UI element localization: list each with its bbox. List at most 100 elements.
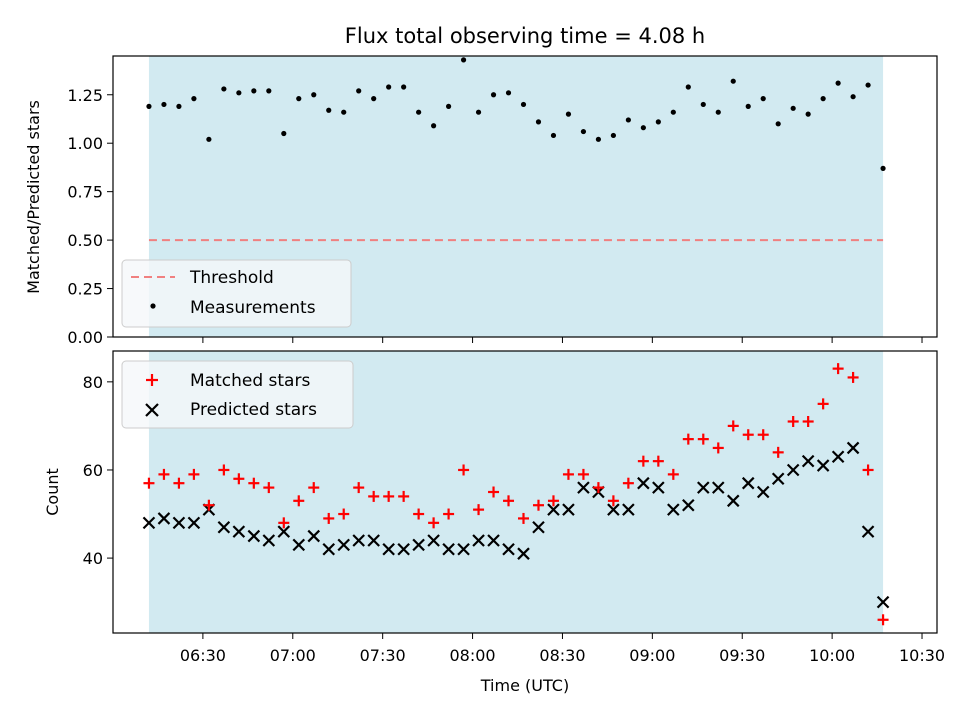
matched-point: [847, 371, 859, 383]
predicted-point: [397, 543, 410, 556]
measurement-point: [326, 107, 332, 113]
chart-title: Flux total observing time = 4.08 h: [345, 24, 705, 48]
matched-point: [518, 512, 530, 524]
predicted-point: [427, 534, 440, 547]
measurement-point: [655, 119, 661, 125]
x-tick-label: 08:30: [539, 646, 585, 665]
matched-point: [293, 495, 305, 507]
measurement-point: [610, 132, 616, 139]
measurement-points: [146, 57, 886, 171]
measurement-point: [475, 109, 482, 115]
predicted-point: [861, 525, 875, 538]
measurement-point: [625, 117, 631, 123]
measurement-point: [341, 109, 347, 115]
matched-point: [323, 512, 335, 524]
measurement-point: [715, 109, 721, 115]
matched-point: [622, 477, 634, 489]
y-tick-label: 60: [83, 461, 103, 480]
matched-point: [787, 416, 799, 427]
measurement-point: [371, 96, 377, 102]
matched-point: [248, 477, 260, 489]
measurement-point: [281, 130, 287, 137]
matched-point: [742, 429, 754, 441]
matched-point: [862, 464, 874, 476]
predicted-point: [472, 534, 485, 547]
matched-point: [817, 398, 829, 410]
ratio-panel-frame: [112, 55, 938, 338]
predicted-point: [487, 534, 500, 547]
measurement-point: [460, 57, 467, 63]
measurement-point: [790, 105, 796, 111]
matched-point: [592, 482, 604, 494]
count-panel: 40 60 80 06:30 07:00 07:30 08:00 08:30 09:00 09:…: [43, 350, 945, 695]
x-tick-label: 10:00: [809, 646, 855, 665]
predicted-point: [322, 543, 336, 556]
measurement-point: [161, 101, 167, 108]
matched-point: [682, 433, 694, 445]
y-tick-label: 1.25: [67, 86, 103, 105]
measurement-point: [176, 103, 182, 109]
legend-measurement-swatch: [150, 303, 156, 309]
predicted-point: [157, 512, 171, 525]
measurement-point: [206, 136, 212, 142]
predicted-point: [786, 463, 800, 477]
matched-point: [233, 473, 245, 485]
count-y-label: Count: [43, 468, 62, 516]
matched-point: [503, 495, 515, 507]
matched-point: [652, 455, 664, 467]
measurement-point: [490, 92, 497, 98]
matched-point: [607, 495, 619, 507]
matched-point: [443, 508, 455, 520]
predicted-point: [307, 529, 321, 543]
x-tick-label: 09:30: [719, 646, 765, 665]
measurement-point: [865, 82, 871, 88]
matched-point: [637, 455, 649, 467]
matched-point: [772, 446, 784, 458]
measurement-point: [730, 78, 736, 84]
matched-point: [712, 442, 724, 454]
x-tick-label: 10:30: [899, 646, 945, 665]
count-x-ticks: 06:30 07:00 07:30 08:00 08:30 09:00 09:30 10:00…: [180, 633, 945, 665]
predicted-point: [142, 516, 156, 530]
x-tick-label: 07:30: [360, 646, 406, 665]
measurement-point: [745, 103, 751, 109]
matched-point: [532, 499, 544, 511]
x-tick-label: 07:00: [270, 646, 316, 665]
y-tick-label: 0.00: [67, 328, 103, 347]
predicted-point: [697, 481, 710, 494]
measurement-point: [431, 123, 437, 129]
measurement-point: [311, 92, 317, 98]
predicted-point: [607, 503, 620, 516]
matched-point: [832, 363, 844, 375]
x-tick-label: 08:00: [450, 646, 496, 665]
measurement-point: [685, 84, 691, 90]
count-legend: Matched stars Predicted stars: [121, 360, 354, 429]
predicted-point: [172, 516, 186, 530]
ratio-panel: 0.00 0.25 0.50 0.75 1.00 1.25 Matched/Predict…: [24, 55, 938, 347]
predicted-point: [547, 503, 560, 516]
predicted-point: [232, 525, 246, 538]
measurement-point: [760, 96, 766, 102]
legend-matched-label: Matched stars: [190, 371, 310, 391]
measurement-point: [401, 84, 407, 90]
matched-point: [428, 517, 440, 529]
ratio-legend-box: [121, 259, 352, 328]
matched-point: [727, 420, 739, 432]
predicted-point: [741, 476, 755, 490]
matched-point: [173, 477, 185, 489]
legend-measurement-label: Measurements: [190, 298, 316, 318]
matched-point: [562, 468, 574, 480]
predicted-point: [217, 520, 231, 534]
predicted-point: [652, 481, 665, 494]
matched-point: [577, 468, 589, 480]
measurement-point: [416, 109, 422, 115]
legend-predicted-swatch: [145, 403, 159, 417]
ratio-x-ticks: [202, 337, 923, 343]
predicted-point: [532, 520, 545, 534]
matched-point: [188, 468, 200, 480]
measurement-point: [505, 90, 512, 96]
measurement-point: [296, 96, 302, 102]
matched-point: [697, 433, 709, 445]
count-points: [142, 363, 890, 626]
